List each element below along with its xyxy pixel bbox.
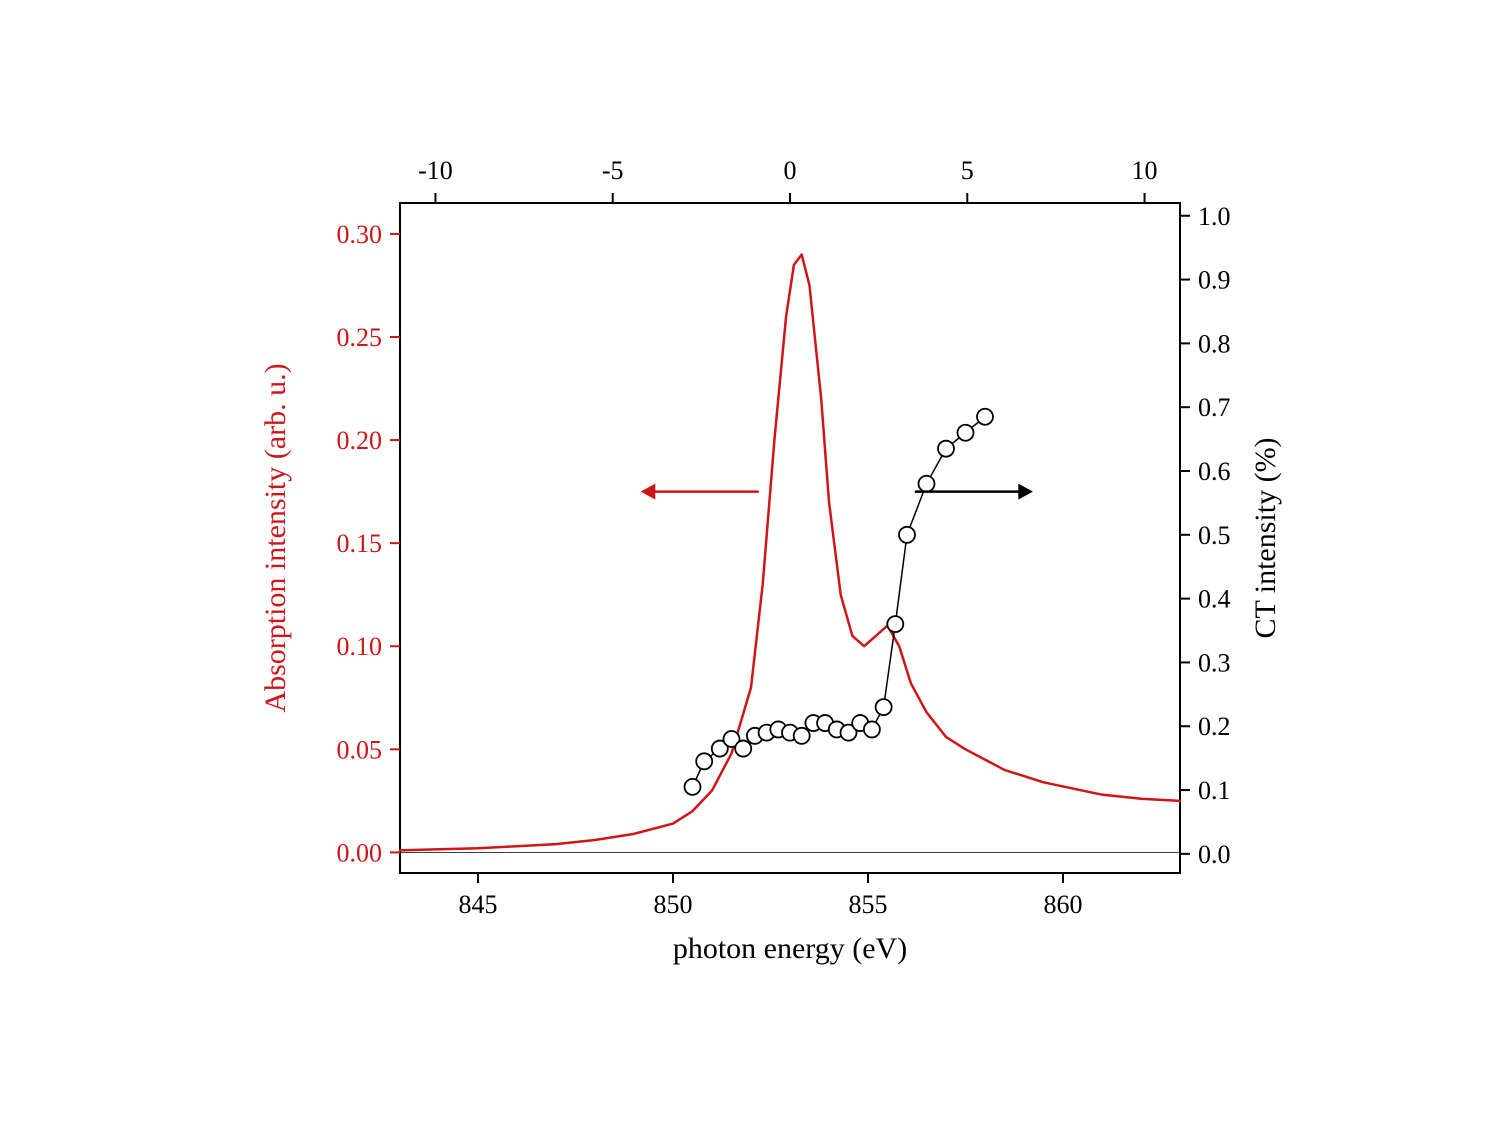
left-arrow-head-icon <box>642 484 655 498</box>
y-right-tick-label: 0.4 <box>1198 584 1231 613</box>
y-right-tick-label: 0.9 <box>1198 265 1231 294</box>
x-bottom-tick-label: 850 <box>654 890 693 919</box>
x-top-tick-label: -10 <box>418 156 453 185</box>
absorption-curve <box>400 254 1180 850</box>
y-right-tick-label: 1.0 <box>1198 201 1231 230</box>
y-right-tick-label: 0.6 <box>1198 457 1231 486</box>
x-top-tick-label: 10 <box>1132 156 1158 185</box>
y-left-tick-label: 0.30 <box>337 219 383 248</box>
ct-series-marker <box>977 408 993 424</box>
y-left-tick-label: 0.05 <box>337 735 383 764</box>
y-right-tick-label: 0.7 <box>1198 393 1231 422</box>
y-right-tick-label: 0.0 <box>1198 839 1231 868</box>
x-bottom-tick-label: 855 <box>849 890 888 919</box>
right-arrow-head-icon <box>1019 484 1032 498</box>
plot-frame <box>400 203 1180 873</box>
y-right-tick-label: 0.3 <box>1198 648 1231 677</box>
ct-series-marker <box>887 616 903 632</box>
x-bottom-axis-label: photon energy (eV) <box>673 932 907 965</box>
chart-container: 845 850 855 860 photon energy (eV) -10 -5 0 5 10 0… <box>200 113 1300 1013</box>
x-top-tick-label: 5 <box>961 156 974 185</box>
y-right-tick-label: 0.8 <box>1198 329 1231 358</box>
ct-series-marker <box>899 526 915 542</box>
ct-series-marker <box>876 699 892 715</box>
ct-series-marker <box>938 440 954 456</box>
ct-series-marker <box>696 753 712 769</box>
ct-series-marker <box>735 740 751 756</box>
y-left-tick-label: 0.15 <box>337 529 383 558</box>
x-bottom-tick-label: 860 <box>1044 890 1083 919</box>
ct-series-marker <box>685 778 701 794</box>
y-right-axis-label: CT intensity (%) <box>1249 437 1282 638</box>
y-left-tick-label: 0.20 <box>337 426 383 455</box>
x-bottom-tick-label: 845 <box>459 890 498 919</box>
x-top-tick-label: 0 <box>784 156 797 185</box>
y-right-tick-label: 0.2 <box>1198 712 1231 741</box>
y-right-tick-label: 0.1 <box>1198 776 1231 805</box>
ct-series-marker <box>864 721 880 737</box>
ct-series-marker <box>958 424 974 440</box>
y-left-tick-label: 0.00 <box>337 838 383 867</box>
ct-series-marker <box>919 475 935 491</box>
dual-axis-chart: 845 850 855 860 photon energy (eV) -10 -5 0 5 10 0… <box>200 113 1300 1013</box>
y-left-tick-label: 0.10 <box>337 632 383 661</box>
y-left-axis-label: Absorption intensity (arb. u.) <box>259 363 292 712</box>
ct-series-marker <box>794 727 810 743</box>
y-left-tick-label: 0.25 <box>337 323 383 352</box>
x-top-tick-label: -5 <box>602 156 624 185</box>
y-right-tick-label: 0.5 <box>1198 520 1231 549</box>
